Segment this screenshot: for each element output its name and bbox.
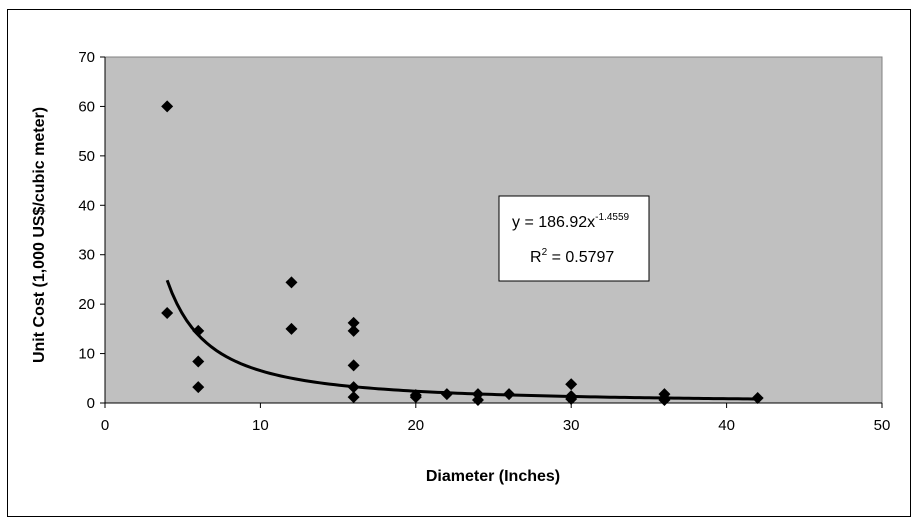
x-axis-title: Diameter (Inches): [426, 468, 560, 485]
r2-value: = 0.5797: [547, 249, 614, 266]
y-tick-label: 70: [78, 49, 95, 66]
x-tick-label: 10: [252, 417, 269, 434]
y-tick-label: 0: [87, 395, 95, 412]
x-tick-label: 0: [101, 417, 109, 434]
r-squared: R2 = 0.5797: [530, 247, 614, 266]
y-tick-label: 50: [78, 148, 95, 165]
equation-box: y = 186.92x-1.4559 R2 = 0.5797: [498, 195, 650, 282]
trendline: [165, 279, 758, 401]
y-tick-label: 60: [78, 98, 95, 115]
data-point: [347, 391, 360, 404]
data-point: [347, 316, 360, 329]
data-point: [347, 359, 360, 372]
y-axis-title: Unit Cost (1,000 US$/cubic meter): [31, 107, 48, 363]
equation-exponent: -1.4559: [595, 212, 629, 223]
data-points: [161, 100, 764, 407]
data-point: [161, 100, 174, 113]
trendline-equation: y = 186.92x-1.4559: [512, 212, 630, 231]
x-axis-ticks: 0 10 20 30 40 50: [101, 403, 891, 434]
data-point: [347, 324, 360, 337]
data-point: [565, 378, 578, 391]
data-point: [285, 276, 298, 289]
data-point: [161, 307, 174, 320]
data-point: [285, 322, 298, 335]
data-point: [409, 391, 422, 404]
x-tick-label: 40: [718, 417, 735, 434]
x-tick-label: 20: [407, 417, 424, 434]
y-tick-label: 10: [78, 346, 95, 363]
y-tick-label: 30: [78, 247, 95, 264]
y-tick-label: 40: [78, 197, 95, 214]
plot-area: [104, 56, 883, 404]
y-axis-ticks: 0 10 20 30 40 50 60 70: [78, 49, 105, 412]
x-tick-label: 50: [874, 417, 891, 434]
data-point: [471, 394, 484, 407]
r2-label: R: [530, 249, 542, 266]
y-tick-label: 20: [78, 296, 95, 313]
data-point: [192, 355, 205, 368]
data-point: [192, 381, 205, 394]
axes: [104, 57, 882, 404]
equation-base: y = 186.92x: [512, 214, 595, 231]
r2-exponent: 2: [542, 247, 548, 258]
x-tick-label: 30: [563, 417, 580, 434]
